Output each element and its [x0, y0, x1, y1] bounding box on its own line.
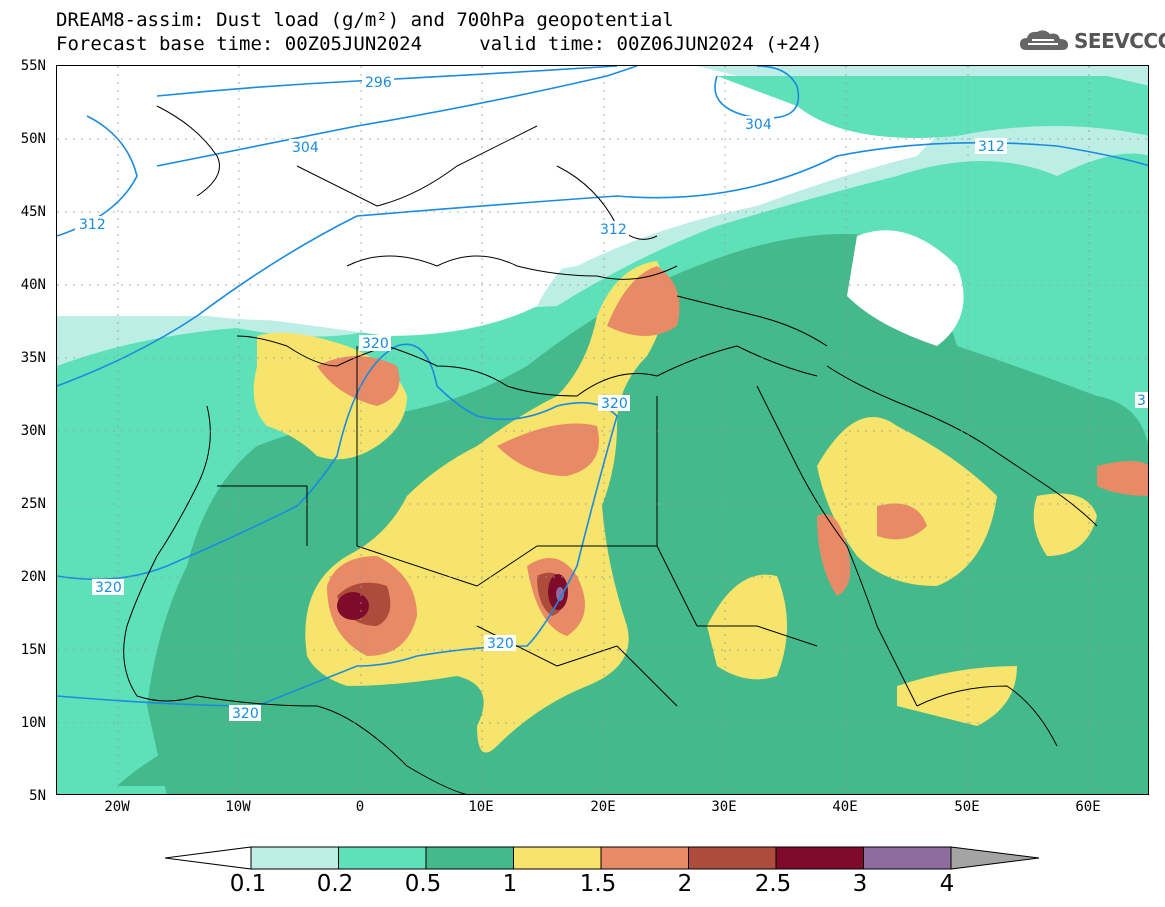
dust-1-east-africa: [707, 574, 787, 680]
dust-1.5-morocco: [317, 356, 400, 406]
dust-4-chad: [556, 587, 564, 601]
dust-3-mali: [337, 592, 369, 620]
contour-label: 320: [487, 636, 514, 652]
colorbar-cell: [775, 846, 864, 870]
lon-label: 40E: [832, 799, 858, 815]
colorbar-cell: [250, 846, 339, 870]
graticule: [57, 66, 1148, 794]
lon-label: 30E: [711, 799, 737, 815]
colorbar-tick: 3: [852, 871, 868, 897]
forecast-time-line: Forecast base time: 00Z05JUN2024 valid t…: [56, 33, 823, 55]
lat-label: 5N: [29, 788, 46, 804]
lon-label: 20W: [104, 799, 130, 815]
lat-label: 55N: [20, 58, 46, 74]
contour-label: 304: [745, 117, 772, 133]
contour-label: 320: [601, 396, 628, 412]
colorbar-cell: [863, 846, 952, 870]
contour-label: 312: [600, 222, 627, 238]
contour-label: 312: [978, 139, 1005, 155]
colorbar-high-arrow: [950, 846, 1040, 870]
contour-label: 320: [232, 706, 259, 722]
dust-1.5-libya: [497, 423, 599, 476]
colorbar-tick: 1.5: [579, 871, 617, 897]
dust-1.5-arabia: [877, 503, 927, 540]
lat-label: 35N: [20, 350, 46, 366]
no-dust-europe: [57, 66, 697, 336]
dust-0.2-north: [717, 76, 1148, 138]
lat-label: 30N: [20, 423, 46, 439]
colorbar-tick: 2: [677, 871, 693, 897]
lat-label: 10N: [20, 715, 46, 731]
lat-label: 20N: [20, 569, 46, 585]
colorbar-cell: [600, 846, 689, 870]
lat-label: 40N: [20, 277, 46, 293]
colorbar: [164, 845, 1045, 875]
lon-label: 60E: [1075, 799, 1101, 815]
colorbar-cell: [425, 846, 514, 870]
dust-1.5-aegean: [607, 266, 680, 336]
lat-label: 25N: [20, 496, 46, 512]
dust-0.5-africa-south: [117, 706, 1057, 786]
contour-label: 312: [79, 217, 106, 233]
contour-label: 3: [1137, 393, 1146, 409]
colorbar-cell: [688, 846, 777, 870]
dust-1.5-red-sea: [817, 514, 851, 596]
contour-labels: 296 304 304 312 312 312 320 320 320 320 …: [75, 74, 1148, 722]
dust-1-arabia: [817, 417, 997, 586]
lon-label: 0: [355, 799, 365, 815]
lat-label: 15N: [20, 642, 46, 658]
dust-1-horn: [897, 666, 1017, 726]
colorbar-tick: 0.1: [229, 871, 267, 897]
colorbar-low-arrow: [164, 846, 252, 870]
contour-label: 320: [95, 580, 122, 596]
colorbar-cell: [338, 846, 427, 870]
contour-label: 304: [292, 140, 319, 156]
lon-label: 10W: [225, 799, 251, 815]
map-title: DREAM8-assim: Dust load (g/m²) and 700hP…: [56, 9, 674, 31]
dust-1-gulf: [1033, 493, 1097, 556]
brand-name: SEEVCCC: [1074, 29, 1165, 53]
colorbar-tick: 1: [502, 871, 518, 897]
colorbar-tick: 0.2: [316, 871, 354, 897]
colorbar-cells: [250, 846, 952, 870]
colorbar-tick: 0.5: [404, 871, 442, 897]
lat-label: 50N: [20, 131, 46, 147]
no-dust-middle-east: [847, 230, 964, 346]
colorbar-tick: 2.5: [754, 871, 792, 897]
lat-label: 45N: [20, 204, 46, 220]
contour-label: 296: [365, 75, 392, 91]
colorbar-cell: [513, 846, 602, 870]
dust-map: 296 304 304 312 312 312 320 320 320 320 …: [56, 65, 1149, 795]
dust-1.5-gulf: [1097, 461, 1148, 496]
cloud-logo-icon: [1020, 30, 1068, 50]
colorbar-tick: 4: [939, 871, 955, 897]
brand-logo: SEEVCCC: [1018, 28, 1165, 54]
lon-label: 20E: [590, 799, 616, 815]
lon-label: 50E: [954, 799, 980, 815]
contour-label: 320: [362, 336, 389, 352]
lon-label: 10E: [468, 799, 494, 815]
geopotential-contours: [57, 66, 1148, 707]
